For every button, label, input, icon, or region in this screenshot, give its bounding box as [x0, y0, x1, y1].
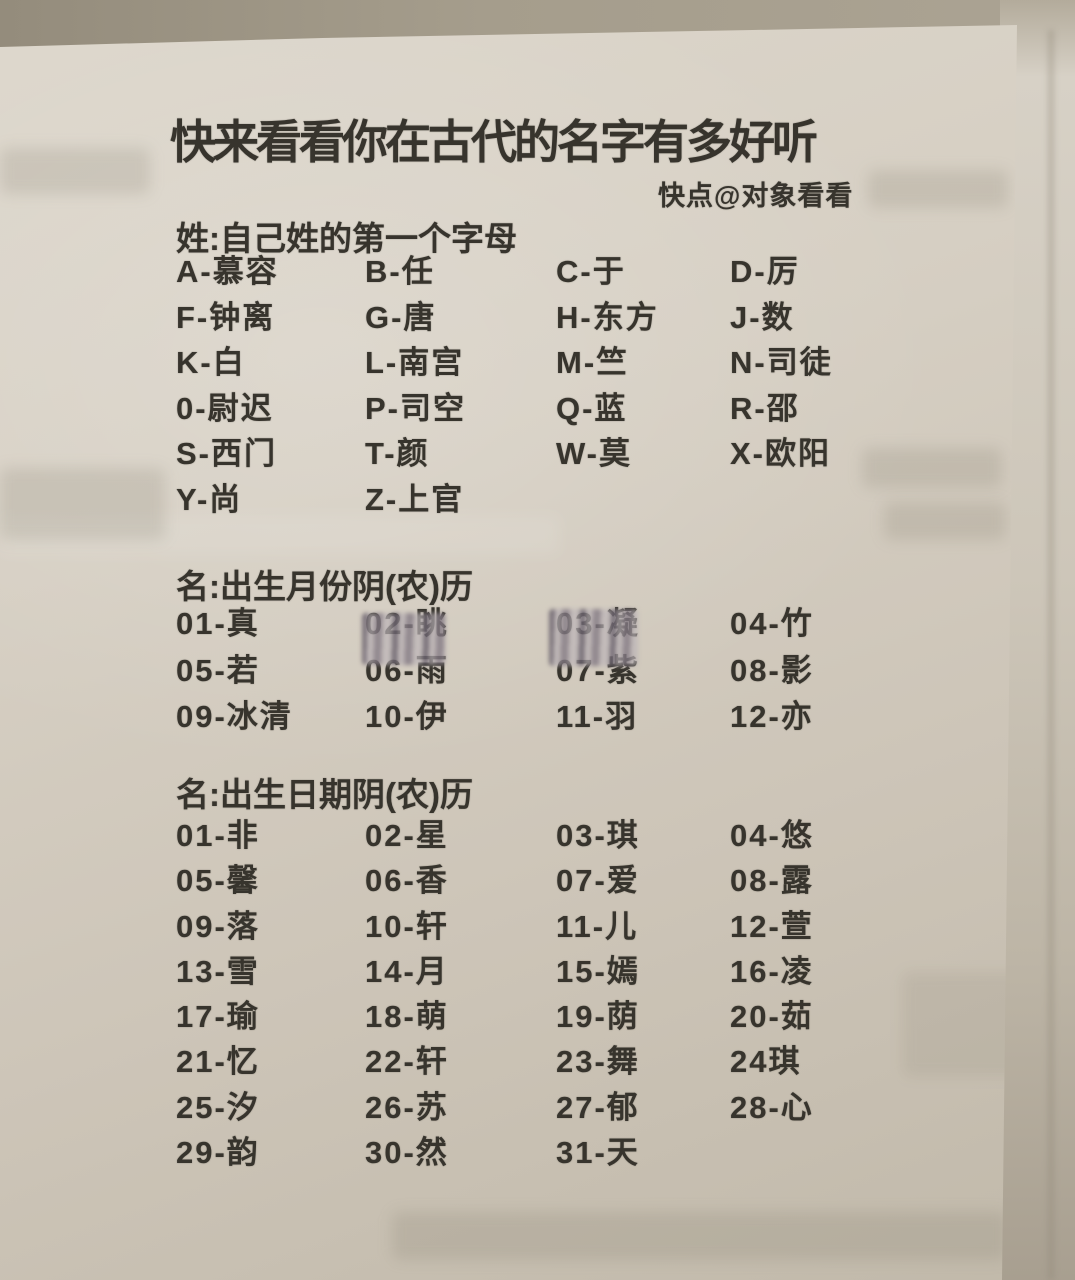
name-entry: 02-星	[365, 818, 449, 853]
name-entry: 04-悠	[730, 818, 814, 853]
name-entry: 13-雪	[176, 953, 260, 989]
name-entry: 17-瑜	[176, 999, 260, 1035]
page-title: 快来看看你在古代的名字有多好听	[170, 116, 818, 168]
name-entry: C-于	[556, 254, 626, 289]
name-entry: 28-心	[730, 1089, 814, 1125]
name-entry: 12-亦	[730, 699, 814, 734]
ghost-showthrough	[392, 1212, 1007, 1260]
name-entry: 29-韵	[176, 1135, 260, 1171]
name-entry: 24琪	[730, 1044, 802, 1080]
name-entry: 10-轩	[365, 908, 449, 944]
name-entry: 21-忆	[176, 1044, 260, 1080]
name-entry: X-欧阳	[730, 436, 831, 471]
name-entry: D-厉	[730, 254, 800, 289]
name-entry: B-任	[365, 254, 435, 289]
name-entry: A-慕容	[176, 254, 279, 289]
name-entry: 14-月	[365, 953, 449, 989]
ink-smudge	[362, 613, 446, 665]
ink-smudge	[549, 609, 638, 666]
paper-crease	[1048, 30, 1054, 1280]
name-entry: R-邵	[730, 390, 800, 426]
name-entry: 20-茹	[730, 999, 814, 1035]
name-entry: K-白	[176, 345, 246, 380]
name-entry: 26-苏	[365, 1089, 449, 1125]
name-entry: 15-嫣	[556, 953, 640, 989]
name-entry: F-钟离	[176, 299, 276, 335]
name-entry: 05-馨	[176, 863, 260, 899]
ghost-showthrough	[868, 170, 1008, 208]
name-entry: Q-蓝	[556, 390, 628, 426]
ghost-showthrough	[902, 972, 1017, 1077]
name-entry: 08-露	[730, 863, 814, 899]
name-entry: 31-天	[556, 1135, 640, 1171]
name-entry: 01-真	[176, 606, 260, 641]
name-entry: 0-尉迟	[176, 390, 274, 426]
name-entry: 11-羽	[556, 699, 639, 734]
birth-month-section-header: 名:出生月份阴(农)历	[176, 568, 473, 605]
name-entry: 05-若	[176, 652, 260, 688]
name-entry: 30-然	[365, 1135, 449, 1171]
name-entry: 19-荫	[556, 999, 640, 1035]
name-entry: P-司空	[365, 390, 466, 426]
ghost-showthrough	[0, 468, 165, 540]
surname-section-header: 姓:自己姓的第一个字母	[176, 220, 517, 257]
name-entry: 23-舞	[556, 1044, 640, 1080]
name-entry: 01-非	[176, 818, 260, 853]
name-entry: 09-落	[176, 908, 260, 944]
name-entry: 25-汐	[176, 1089, 260, 1125]
birth-day-section-header: 名:出生日期阴(农)历	[176, 776, 473, 813]
name-entry: N-司徒	[730, 345, 833, 380]
name-entry: 11-儿	[556, 908, 639, 944]
name-entry: 16-凌	[730, 953, 814, 989]
name-entry: T-颜	[365, 436, 430, 471]
name-entry: Z-上官	[365, 481, 465, 517]
name-entry: S-西门	[176, 436, 277, 471]
name-entry: J-数	[730, 299, 795, 335]
name-entry: 22-轩	[365, 1044, 449, 1080]
name-entry: 04-竹	[730, 606, 814, 641]
surname-table: A-慕容 B-任 C-于 D-厉 F-钟离 G-唐 H-东方 J-数 K-白 L…	[176, 254, 833, 529]
birth-month-table: 01-真 02-眺 03-凝 04-竹 05-若 06-雨 07-紫 08-影 …	[176, 606, 814, 748]
name-entry: 18-萌	[365, 999, 449, 1035]
name-entry: W-莫	[556, 436, 632, 471]
name-entry: L-南宫	[365, 345, 465, 380]
name-entry: M-竺	[556, 345, 630, 380]
ghost-showthrough	[862, 448, 1002, 488]
name-entry: H-东方	[556, 299, 659, 335]
ghost-showthrough	[0, 148, 150, 194]
name-entry: 07-爱	[556, 863, 640, 899]
credit-line: 快点@对象看看	[658, 181, 854, 211]
name-entry: G-唐	[365, 299, 437, 335]
name-entry: 27-郁	[556, 1089, 640, 1125]
name-entry: 09-冰清	[176, 699, 293, 734]
name-entry: 06-香	[365, 863, 449, 899]
name-entry: 12-萱	[730, 908, 814, 944]
birth-day-table: 01-非 02-星 03-琪 04-悠 05-馨 06-香 07-爱 08-露 …	[176, 818, 814, 1182]
name-entry: 03-琪	[556, 818, 640, 853]
name-entry: 10-伊	[365, 699, 449, 734]
name-entry: Y-尚	[176, 481, 243, 517]
light-band	[0, 515, 560, 555]
ghost-showthrough	[884, 502, 1006, 540]
name-entry: 08-影	[730, 652, 814, 688]
